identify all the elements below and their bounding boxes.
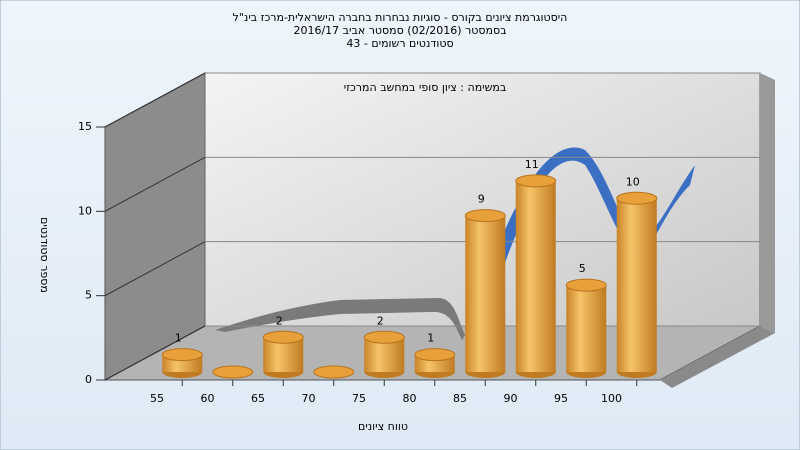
x-tick-label: 75 [352, 392, 366, 405]
bar-top [161, 348, 203, 362]
x-axis-label: טווח ציונים [358, 420, 408, 433]
bar-top [212, 365, 254, 379]
bar-body [515, 180, 556, 372]
bar [515, 174, 557, 378]
bar [464, 209, 506, 378]
grid-line [104, 325, 206, 381]
grid-line [104, 72, 206, 128]
x-tick-label: 80 [403, 392, 417, 405]
title-line: סטודנטים רשומים - 43 [346, 37, 453, 50]
value-label: 5 [579, 262, 586, 275]
title-line: בסמסטר (02/2016) סמסטר אביב 2016/17 [293, 24, 506, 37]
wall-edge [760, 73, 775, 333]
bar [363, 330, 405, 378]
x-tick-label: 90 [504, 392, 518, 405]
y-axis-label: מספר סטודנטים [38, 217, 51, 293]
ribbon-gray [215, 298, 465, 340]
subtitle: במשימה : ציון סופי במחשב המרכזי [344, 81, 507, 94]
value-label: 2 [377, 314, 384, 327]
x-tick-label: 60 [201, 392, 215, 405]
value-label: 1 [175, 332, 182, 345]
bar [313, 365, 355, 379]
grid-line [104, 241, 206, 297]
y-tick-label: 15 [78, 120, 92, 133]
y-tick-label: 5 [85, 289, 92, 302]
bar [262, 330, 304, 378]
value-label: 10 [626, 175, 640, 188]
bar-body [465, 215, 506, 372]
bar [414, 348, 456, 378]
value-label: 2 [276, 314, 283, 327]
bar [616, 191, 658, 378]
x-tick-label: 65 [251, 392, 265, 405]
value-label: 1 [427, 332, 434, 345]
bar-top [363, 330, 405, 344]
bar-top [313, 365, 355, 379]
x-tick-label: 55 [150, 392, 164, 405]
bar-top [262, 330, 304, 344]
bar-top [414, 348, 456, 362]
y-tick-label: 0 [85, 373, 92, 386]
floor-edge [660, 326, 775, 388]
bar [565, 278, 607, 378]
bar-body [566, 285, 607, 372]
y-tick-label: 10 [78, 204, 92, 217]
bar-top [565, 278, 607, 292]
bar [212, 365, 254, 379]
title-line: היסטוגרמת ציונים בקורס - סוגיות נבחרות ב… [233, 11, 568, 24]
bar-top [464, 209, 506, 223]
bar-top [616, 191, 658, 205]
x-tick-label: 95 [554, 392, 568, 405]
value-label: 11 [525, 158, 539, 171]
x-tick-label: 100 [601, 392, 622, 405]
grid-line [104, 156, 206, 212]
bar-body [616, 198, 657, 372]
value-label: 9 [478, 193, 485, 206]
x-tick-label: 85 [453, 392, 467, 405]
x-tick-label: 70 [302, 392, 316, 405]
bar-top [515, 174, 557, 188]
bar [161, 348, 203, 378]
